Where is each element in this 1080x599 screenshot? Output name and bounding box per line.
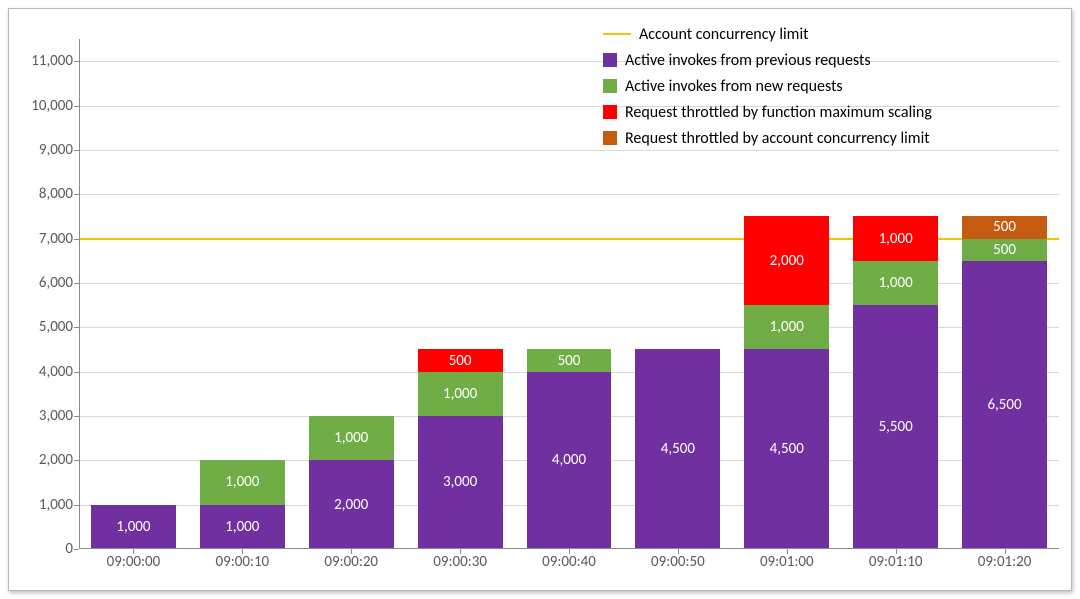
bar-segment-label: 500: [558, 352, 581, 370]
y-tick-label: 0: [65, 540, 73, 558]
bar-segment-thr_func: 500: [418, 349, 503, 371]
x-tick-label: 09:00:30: [433, 553, 487, 571]
legend: Account concurrency limit Active invokes …: [603, 21, 932, 151]
y-tick-label: 7,000: [39, 230, 73, 248]
x-tick-label: 09:01:20: [978, 553, 1032, 571]
bar-group: 4,000 500: [527, 39, 612, 549]
bar-segment-previous: 1,000: [200, 505, 285, 549]
legend-item-new: Active invokes from new requests: [603, 73, 932, 99]
bar-segment-label: 6,500: [987, 396, 1021, 414]
chart-frame: 0 1,000 2,000 3,000 4,000 5,000 6,000 7,000 8,00…: [8, 8, 1072, 591]
x-tick-label: 09:00:50: [651, 553, 705, 571]
bar-segment-label: 1,000: [334, 429, 368, 447]
bar-segment-previous: 5,500: [853, 305, 938, 549]
bar-segment-previous: 4,000: [527, 372, 612, 549]
legend-item-thr_func: Request throttled by function maximum sc…: [603, 99, 932, 125]
bar-segment-new: 500: [527, 349, 612, 371]
bar-segment-label: 4,000: [552, 451, 586, 469]
bar-segment-label: 2,000: [770, 252, 804, 270]
bar-segment-new: 1,000: [418, 372, 503, 416]
x-tick-label: 09:00:40: [542, 553, 596, 571]
bar-segment-label: 4,500: [661, 440, 695, 458]
legend-label: Request throttled by function maximum sc…: [625, 103, 932, 122]
bar-segment-thr_func: 1,000: [853, 216, 938, 260]
legend-swatch-box: [603, 53, 617, 67]
bar-group: 1,000: [91, 39, 176, 549]
bar-segment-new: 500: [962, 239, 1047, 261]
y-tick-label: 6,000: [39, 274, 73, 292]
bar-segment-previous: 4,500: [744, 349, 829, 549]
bar-segment-thr_acct: 500: [962, 216, 1047, 238]
bar-segment-new: 1,000: [853, 261, 938, 305]
bar-segment-thr_func: 2,000: [744, 216, 829, 305]
legend-label: Active invokes from new requests: [625, 77, 843, 96]
y-tick-label: 1,000: [39, 496, 73, 514]
bar-segment-previous: 4,500: [635, 349, 720, 549]
x-axis: [79, 548, 1059, 549]
x-tick-label: 09:01:00: [760, 553, 814, 571]
y-tick-label: 10,000: [31, 97, 73, 115]
x-tick-label: 09:01:10: [869, 553, 923, 571]
legend-item-limit: Account concurrency limit: [603, 21, 932, 47]
bar-segment-label: 4,500: [770, 440, 804, 458]
y-tick-label: 2,000: [39, 451, 73, 469]
bar-segment-label: 1,000: [443, 385, 477, 403]
bar-segment-label: 500: [993, 241, 1016, 259]
bar-segment-new: 1,000: [744, 305, 829, 349]
legend-swatch-box: [603, 79, 617, 93]
bar-segment-label: 3,000: [443, 473, 477, 491]
bar-segment-previous: 2,000: [309, 460, 394, 549]
legend-swatch-box: [603, 131, 617, 145]
legend-item-previous: Active invokes from previous requests: [603, 47, 932, 73]
bar-group: 3,000 1,000 500: [418, 39, 503, 549]
y-tick: [74, 549, 79, 550]
y-tick-label: 5,000: [39, 318, 73, 336]
y-tick-label: 9,000: [39, 141, 73, 159]
bar-group: 2,000 1,000: [309, 39, 394, 549]
legend-label: Active invokes from previous requests: [625, 51, 871, 70]
bar-segment-previous: 3,000: [418, 416, 503, 549]
legend-label: Account concurrency limit: [639, 25, 808, 44]
bar-segment-label: 2,000: [334, 496, 368, 514]
bar-segment-label: 5,500: [879, 418, 913, 436]
bar-group: 1,000 1,000: [200, 39, 285, 549]
bar-group: 6,500 500 500: [962, 39, 1047, 549]
y-tick-label: 11,000: [31, 52, 73, 70]
y-tick-label: 3,000: [39, 407, 73, 425]
legend-item-thr_acct: Request throttled by account concurrency…: [603, 125, 932, 151]
legend-swatch-box: [603, 105, 617, 119]
bar-segment-label: 500: [449, 352, 472, 370]
x-tick-label: 09:00:10: [216, 553, 270, 571]
bar-segment-new: 1,000: [200, 460, 285, 504]
legend-label: Request throttled by account concurrency…: [625, 129, 930, 148]
bar-segment-label: 1,000: [879, 230, 913, 248]
bar-segment-label: 1,000: [225, 473, 259, 491]
bar-segment-label: 1,000: [770, 318, 804, 336]
bar-segment-label: 500: [993, 218, 1016, 236]
bar-segment-previous: 6,500: [962, 261, 1047, 549]
bar-segment-previous: 1,000: [91, 505, 176, 549]
x-tick-label: 09:00:20: [324, 553, 378, 571]
legend-swatch-line: [603, 33, 631, 35]
bar-segment-label: 1,000: [116, 518, 150, 536]
bar-segment-label: 1,000: [225, 518, 259, 536]
y-tick-label: 8,000: [39, 185, 73, 203]
bar-segment-label: 1,000: [879, 274, 913, 292]
y-tick-label: 4,000: [39, 363, 73, 381]
x-tick-label: 09:00:00: [107, 553, 161, 571]
bar-segment-new: 1,000: [309, 416, 394, 460]
y-axis: [79, 39, 80, 549]
